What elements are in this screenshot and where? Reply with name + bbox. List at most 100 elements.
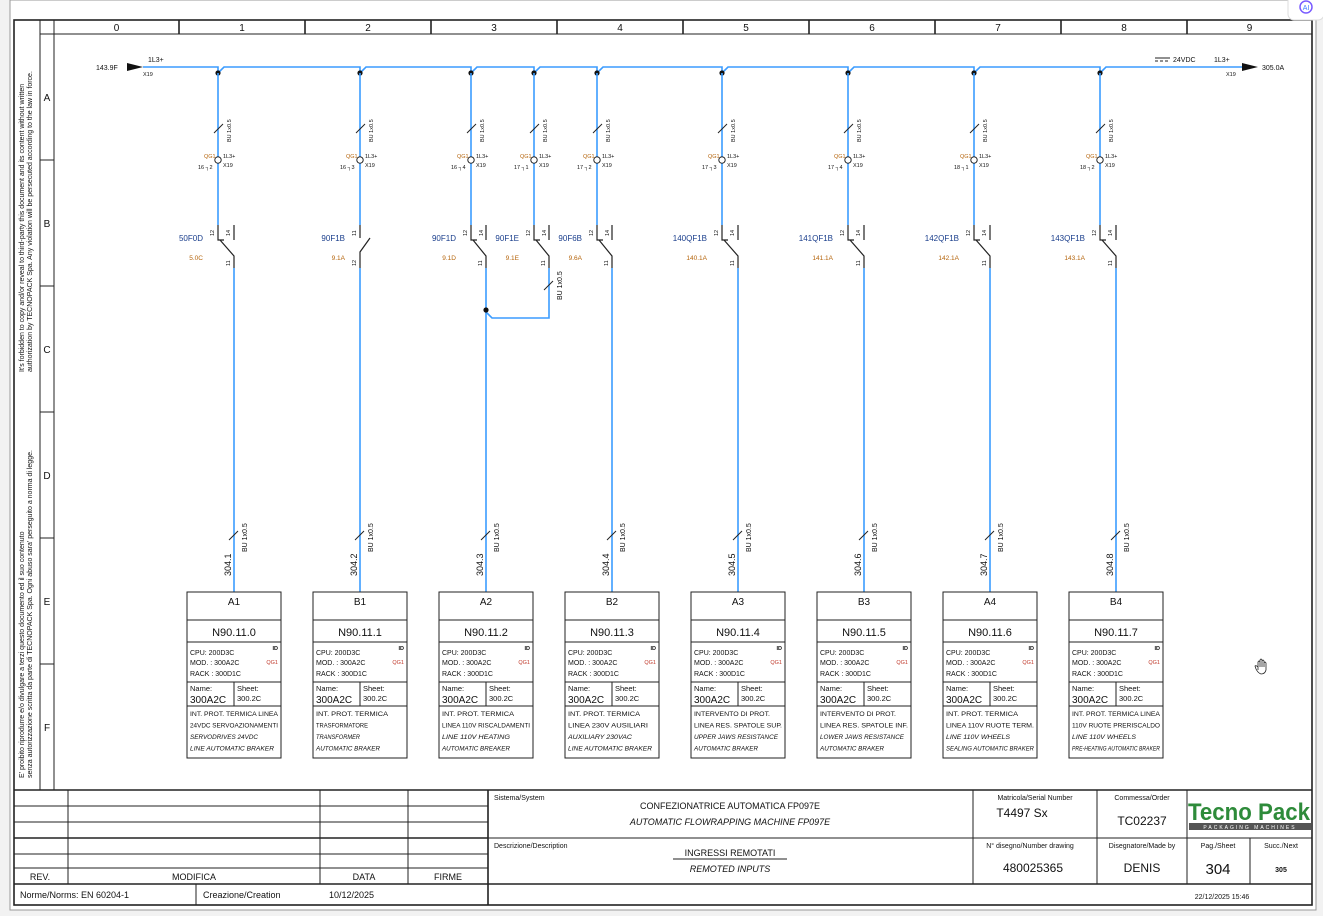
module-id: ID	[525, 646, 531, 652]
module-description-line: LINE 110V WHEELS	[1072, 734, 1137, 741]
terminal-icon	[467, 156, 475, 164]
cable-number[interactable]: 304.1	[223, 553, 233, 576]
terminal-x19: X19	[602, 163, 612, 169]
contact-symbol	[470, 225, 487, 268]
module-id: ID	[903, 646, 909, 652]
made-by: DENIS	[1124, 861, 1161, 875]
drawing-number: 480025365	[1003, 861, 1063, 875]
description-it: INGRESSI REMOTATI	[685, 848, 776, 858]
cable-number[interactable]: 304.2	[349, 553, 359, 576]
module-mod: MOD. : 300A2C	[442, 660, 491, 667]
io-module-B3[interactable]: B3 N90.11.5 CPU: 200D3C MOD. : 300A2C RACK :…	[816, 591, 912, 759]
contact-tag[interactable]: 90F1B	[321, 234, 345, 243]
io-module-B1[interactable]: B1 N90.11.1 CPU: 200D3C MOD. : 300A2C RACK :…	[312, 591, 408, 759]
io-module-A2[interactable]: A2 N90.11.2 CPU: 200D3C MOD. : 300A2C RACK :…	[438, 591, 534, 759]
cable-number[interactable]: 304.4	[601, 553, 611, 576]
io-module-A4[interactable]: A4 N90.11.6 CPU: 200D3C MOD. : 300A2C RACK :…	[942, 591, 1038, 759]
module-sheet-label: Sheet:	[741, 684, 763, 693]
ai-assistant-button[interactable]: AI	[1287, 0, 1323, 21]
pin-nc: 14	[605, 230, 611, 236]
terminal-potential: 1L3+	[539, 154, 551, 160]
module-mod: MOD. : 300A2C	[1072, 660, 1121, 667]
module-sheet[interactable]: 300.2C	[363, 694, 388, 703]
contact-tag[interactable]: 90F1D	[432, 234, 456, 243]
terminal-icon	[356, 156, 364, 164]
module-sheet[interactable]: 300.2C	[867, 694, 892, 703]
contact-xref[interactable]: 9.1D	[442, 255, 456, 262]
module-box	[942, 591, 1038, 759]
contact-tag[interactable]: 90F6B	[558, 234, 582, 243]
branch-90F1D: BU 1x0.5 QG1 16 ┐4 1L3+ X19 12 14 11 90F1D 9.1D BU…	[432, 73, 501, 592]
bus-terminal-out: X19	[1226, 72, 1236, 78]
next-sheet-number[interactable]: 305	[1275, 867, 1287, 874]
module-qg: QG1	[1022, 660, 1034, 666]
rev-header: REV.	[30, 872, 50, 882]
contact-symbol	[359, 225, 371, 268]
pin-nc: 14	[982, 230, 988, 236]
contact-tag[interactable]: 50F0D	[179, 234, 203, 243]
module-name: 300A2C	[1072, 695, 1108, 706]
module-sheet[interactable]: 300.2C	[615, 694, 640, 703]
bus-source-ref[interactable]: 143.9F	[96, 65, 118, 72]
module-name: 300A2C	[316, 695, 352, 706]
wire-marker	[592, 123, 603, 134]
pin-bottom: 12	[352, 260, 358, 266]
contact-tag[interactable]: 90F1E	[495, 234, 519, 243]
system-en: AUTOMATIC FLOWRAPPING MACHINE FP097E	[629, 817, 831, 827]
cable-number[interactable]: 304.6	[853, 553, 863, 576]
pin-top: 12	[714, 230, 720, 236]
module-id: ID	[399, 646, 405, 652]
cable-number[interactable]: 304.5	[727, 553, 737, 576]
contact-tag[interactable]: 142QF1B	[925, 234, 959, 243]
contact-xref[interactable]: 9.6A	[569, 255, 583, 262]
wire-marker	[984, 530, 995, 541]
contact-tag[interactable]: 143QF1B	[1051, 234, 1085, 243]
wire-marker	[355, 123, 366, 134]
module-description-line: TRANSFORMER	[316, 734, 360, 741]
io-module-A1[interactable]: A1 N90.11.0 CPU: 200D3C MOD. : 300A2C RACK :…	[186, 591, 282, 759]
terminal-icon	[214, 156, 222, 164]
column-label: 5	[743, 23, 749, 34]
jumper-wire	[485, 268, 550, 319]
cable-number[interactable]: 304.7	[979, 553, 989, 576]
branch-143QF1B: BU 1x0.5 QG1 18 ┐2 1L3+ X19 12 14 11 143QF1B 143.…	[1051, 73, 1131, 592]
terminal-number: 16 ┐3	[340, 165, 355, 171]
legal-it-line-1: E' proibito riprodurre e/o divulgare a t…	[19, 531, 26, 778]
wire-label: BU 1x0.5	[731, 119, 737, 142]
contact-xref[interactable]: 143.1A	[1064, 255, 1085, 262]
pin-bottom: 11	[856, 260, 862, 266]
contact-xref[interactable]: 9.1E	[506, 255, 520, 262]
norms-label: Norme/Norms: EN 60204-1	[20, 890, 129, 900]
contact-tag[interactable]: 141QF1B	[799, 234, 833, 243]
firme-header: FIRME	[434, 872, 462, 882]
module-qg: QG1	[896, 660, 908, 666]
contact-tag[interactable]: 140QF1B	[673, 234, 707, 243]
cable-number[interactable]: 304.8	[1105, 553, 1115, 576]
module-box	[438, 591, 534, 759]
cable-number[interactable]: 304.3	[475, 553, 485, 576]
pin-nc: 14	[479, 230, 485, 236]
module-sheet[interactable]: 300.2C	[237, 694, 262, 703]
contact-xref[interactable]: 141.1A	[812, 255, 833, 262]
contact-xref[interactable]: 140.1A	[686, 255, 707, 262]
io-module-B2[interactable]: B2 N90.11.3 CPU: 200D3C MOD. : 300A2C RACK :…	[564, 591, 660, 759]
terminal-number: 18 ┐1	[954, 165, 969, 171]
terminal-potential: 1L3+	[979, 154, 991, 160]
bus-terminal-in: X19	[143, 72, 153, 78]
terminal-potential: 1L3+	[853, 154, 865, 160]
pin-bottom: 11	[1108, 260, 1114, 266]
contact-xref[interactable]: 5.0C	[189, 255, 203, 262]
module-sheet[interactable]: 300.2C	[1119, 694, 1144, 703]
module-sheet[interactable]: 300.2C	[741, 694, 766, 703]
contact-xref[interactable]: 142.1A	[938, 255, 959, 262]
io-module-B4[interactable]: B4 N90.11.7 CPU: 200D3C MOD. : 300A2C RACK :…	[1068, 591, 1164, 759]
bus-destination-ref[interactable]: 305.0A	[1262, 65, 1285, 72]
sheet-label: Pag./Sheet	[1201, 843, 1236, 850]
pin-top: 12	[526, 230, 532, 236]
bus-potential-out: 1L3+	[1214, 57, 1230, 64]
io-module-A3[interactable]: A3 N90.11.4 CPU: 200D3C MOD. : 300A2C RACK :…	[690, 591, 786, 759]
contact-xref[interactable]: 9.1A	[332, 255, 346, 262]
wire-marker	[732, 530, 743, 541]
module-sheet[interactable]: 300.2C	[489, 694, 514, 703]
module-sheet[interactable]: 300.2C	[993, 694, 1018, 703]
